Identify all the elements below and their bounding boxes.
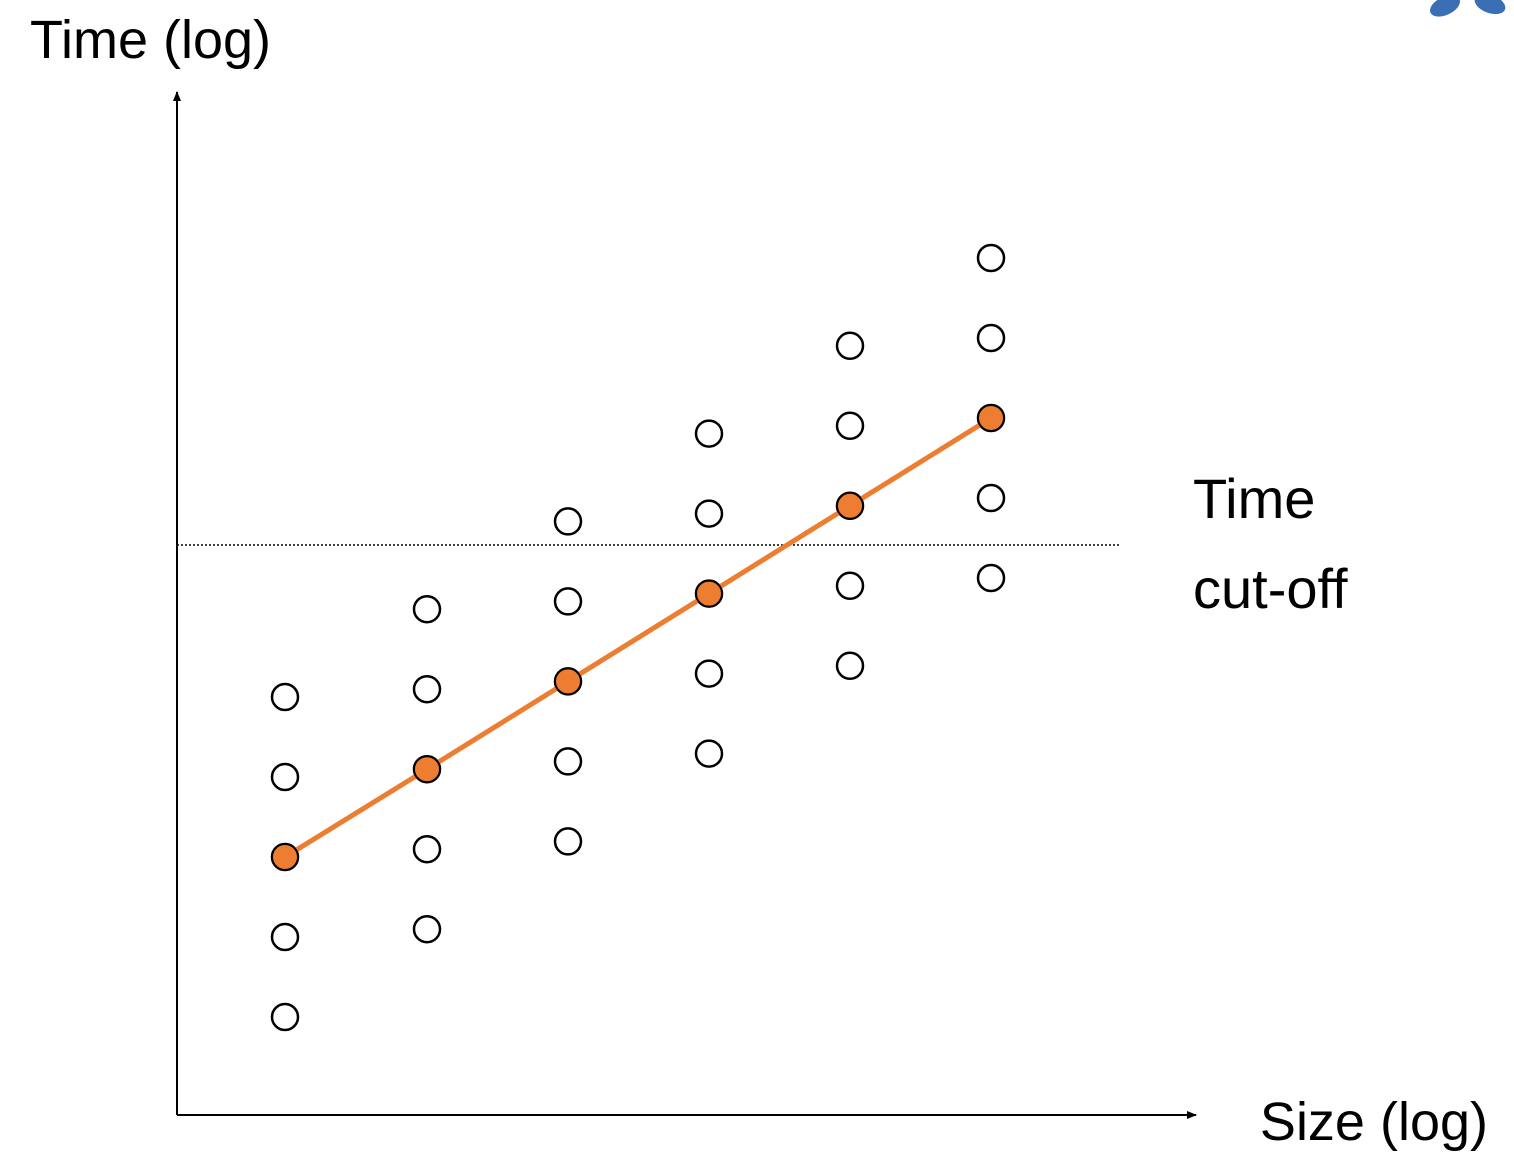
median-point — [555, 668, 581, 694]
median-point — [837, 493, 863, 519]
point — [414, 596, 440, 622]
point — [978, 565, 1004, 591]
point — [414, 836, 440, 862]
point — [696, 741, 722, 767]
point — [272, 1004, 298, 1030]
point — [837, 413, 863, 439]
point — [414, 916, 440, 942]
point — [272, 924, 298, 950]
median-point — [978, 405, 1004, 431]
trend-line — [285, 418, 991, 857]
annotation-line: Time — [1193, 467, 1315, 530]
point — [978, 485, 1004, 511]
point — [414, 676, 440, 702]
median-point — [696, 581, 722, 607]
icon — [1427, 0, 1508, 21]
point — [555, 508, 581, 534]
point — [696, 661, 722, 687]
point — [696, 501, 722, 527]
point — [978, 245, 1004, 271]
annotation-line: cut-off — [1193, 557, 1348, 620]
point — [272, 684, 298, 710]
point — [837, 653, 863, 679]
point — [978, 325, 1004, 351]
diagram: Time (log) Size (log) Time cut-off — [0, 0, 1514, 1154]
page: Time (log) Size (log) Time cut-off (() =… — [0, 0, 1514, 1154]
point — [555, 588, 581, 614]
median-point — [414, 756, 440, 782]
point — [696, 421, 722, 447]
points — [272, 245, 1004, 1030]
point — [272, 764, 298, 790]
median-point — [272, 844, 298, 870]
x-axis-label: Size (log) — [1260, 1092, 1488, 1152]
y-axis-label: Time (log) — [30, 10, 271, 70]
point — [555, 828, 581, 854]
point — [837, 573, 863, 599]
point — [555, 748, 581, 774]
point — [837, 333, 863, 359]
